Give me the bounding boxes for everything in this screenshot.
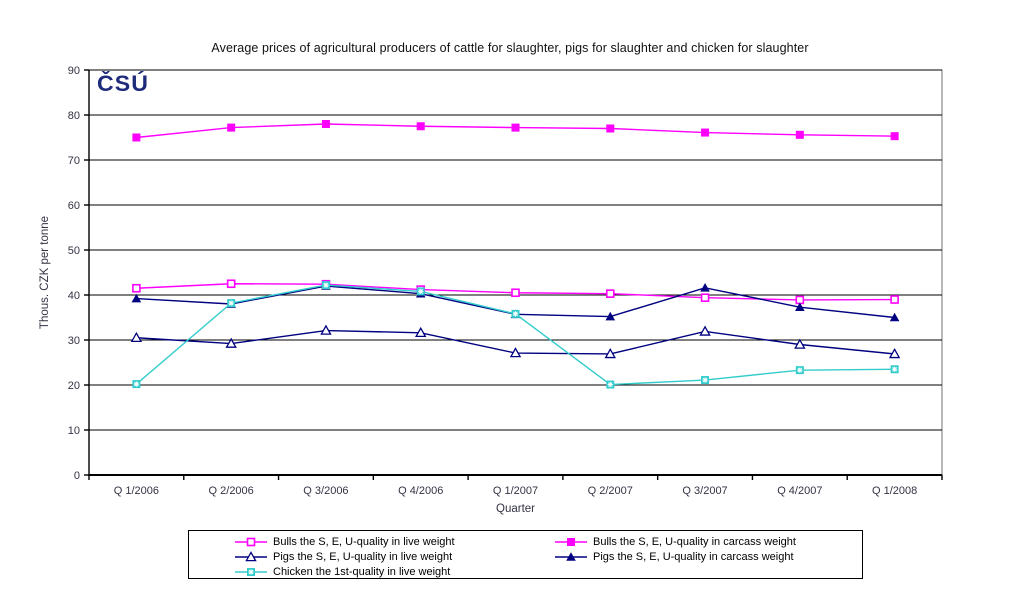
data-point-marker xyxy=(320,324,332,335)
data-point-marker xyxy=(701,376,710,385)
data-point-marker xyxy=(890,132,899,141)
data-point-marker xyxy=(889,312,900,322)
x-axis-ticks: Q 1/2006 Q 2/2006 Q 3/2006 Q 4/2006 Q 1/2007… xyxy=(88,475,943,497)
data-point-marker xyxy=(227,299,236,308)
x-tick-label: Q 1/2006 xyxy=(114,485,159,497)
data-point-marker xyxy=(888,348,901,359)
data-point-marker xyxy=(700,283,710,292)
data-point-marker xyxy=(132,380,141,389)
data-point-marker xyxy=(225,337,237,348)
legend-item: Bulls the S, E, U-quality in carcass wei… xyxy=(555,535,796,549)
data-point-marker xyxy=(606,380,615,389)
square-open-legend-marker-icon xyxy=(235,537,267,547)
legend: Bulls the S, E, U-quality in live weight… xyxy=(188,530,863,579)
series-4 xyxy=(132,281,899,389)
legend-label: Chicken the 1st-quality in live weight xyxy=(273,566,451,578)
data-point-marker xyxy=(701,128,710,137)
data-point-marker xyxy=(794,338,806,349)
data-point-marker xyxy=(604,348,616,359)
data-point-marker xyxy=(795,302,805,311)
legend-item: Chicken the 1st-quality in live weight xyxy=(235,565,450,579)
legend-item: Pigs the S, E, U-quality in live weight xyxy=(235,550,452,564)
y-tick-label: 50 xyxy=(68,245,80,257)
y-axis-ticks: 0 10 20 30 40 50 60 70 80 90 xyxy=(68,65,89,482)
y-tick-label: 60 xyxy=(68,200,80,212)
data-point-marker xyxy=(130,331,143,342)
data-point-marker xyxy=(321,281,330,290)
series-0 xyxy=(132,279,899,305)
data-point-marker xyxy=(795,130,804,139)
data-point-marker xyxy=(890,365,899,374)
data-point-marker xyxy=(890,295,899,304)
star-square-legend-marker-icon xyxy=(235,568,267,576)
data-point-marker xyxy=(226,279,236,289)
x-tick-label: Q 2/2006 xyxy=(209,485,254,497)
x-tick-label: Q 4/2006 xyxy=(398,485,443,497)
data-point-marker xyxy=(132,133,141,142)
data-point-marker xyxy=(131,293,142,303)
data-point-marker xyxy=(605,311,616,321)
data-point-marker xyxy=(416,287,425,296)
legend-label: Bulls the S, E, U-quality in live weight xyxy=(273,536,455,548)
data-point-marker xyxy=(605,289,615,298)
y-tick-label: 20 xyxy=(68,380,80,392)
data-point-marker xyxy=(509,347,522,358)
legend-label: Pigs the S, E, U-quality in live weight xyxy=(273,551,453,563)
data-point-marker xyxy=(606,124,615,133)
triangle-filled-legend-marker-icon xyxy=(555,552,587,561)
x-tick-label: Q 4/2007 xyxy=(777,485,822,497)
chart-title: Average prices of agricultural producers… xyxy=(211,41,809,55)
data-point-marker xyxy=(795,366,804,375)
x-tick-label: Q 2/2007 xyxy=(588,485,633,497)
y-tick-label: 70 xyxy=(68,155,80,167)
data-point-marker xyxy=(416,122,425,131)
y-tick-label: 90 xyxy=(68,65,80,77)
legend-label: Pigs the S, E, U-quality in carcass weig… xyxy=(593,551,794,563)
x-tick-label: Q 3/2006 xyxy=(303,485,348,497)
axes xyxy=(88,70,942,476)
y-tick-label: 40 xyxy=(68,290,80,302)
triangle-open-legend-marker-icon xyxy=(235,551,267,562)
data-point-marker xyxy=(511,309,520,318)
series-2 xyxy=(130,324,901,359)
data-point-marker xyxy=(227,123,236,132)
x-axis-title: Quarter xyxy=(496,503,535,515)
data-point-marker xyxy=(415,326,427,338)
x-tick-label: Q 1/2007 xyxy=(493,485,538,497)
data-point-marker xyxy=(511,288,520,298)
legend-label: Bulls the S, E, U-quality in carcass wei… xyxy=(593,536,796,548)
data-point-marker xyxy=(511,123,520,132)
y-tick-label: 0 xyxy=(74,470,80,482)
square-filled-legend-marker-icon xyxy=(555,538,587,546)
legend-item: Pigs the S, E, U-quality in carcass weig… xyxy=(555,550,794,564)
series-1 xyxy=(132,120,899,142)
y-axis-title: Thous. CZK per tonne xyxy=(39,216,51,329)
csu-logo: ČSÚ xyxy=(97,71,149,96)
x-tick-label: Q 3/2007 xyxy=(682,485,727,497)
data-point-marker xyxy=(699,325,711,336)
gridlines xyxy=(89,69,942,431)
x-tick-label: Q 1/2008 xyxy=(872,485,917,497)
y-tick-label: 10 xyxy=(68,425,80,437)
y-tick-label: 80 xyxy=(68,110,80,122)
y-tick-label: 30 xyxy=(68,335,80,347)
data-point-marker xyxy=(700,293,710,303)
legend-item: Bulls the S, E, U-quality in live weight xyxy=(235,535,455,549)
data-point-marker xyxy=(321,120,330,128)
data-point-marker xyxy=(132,283,141,293)
